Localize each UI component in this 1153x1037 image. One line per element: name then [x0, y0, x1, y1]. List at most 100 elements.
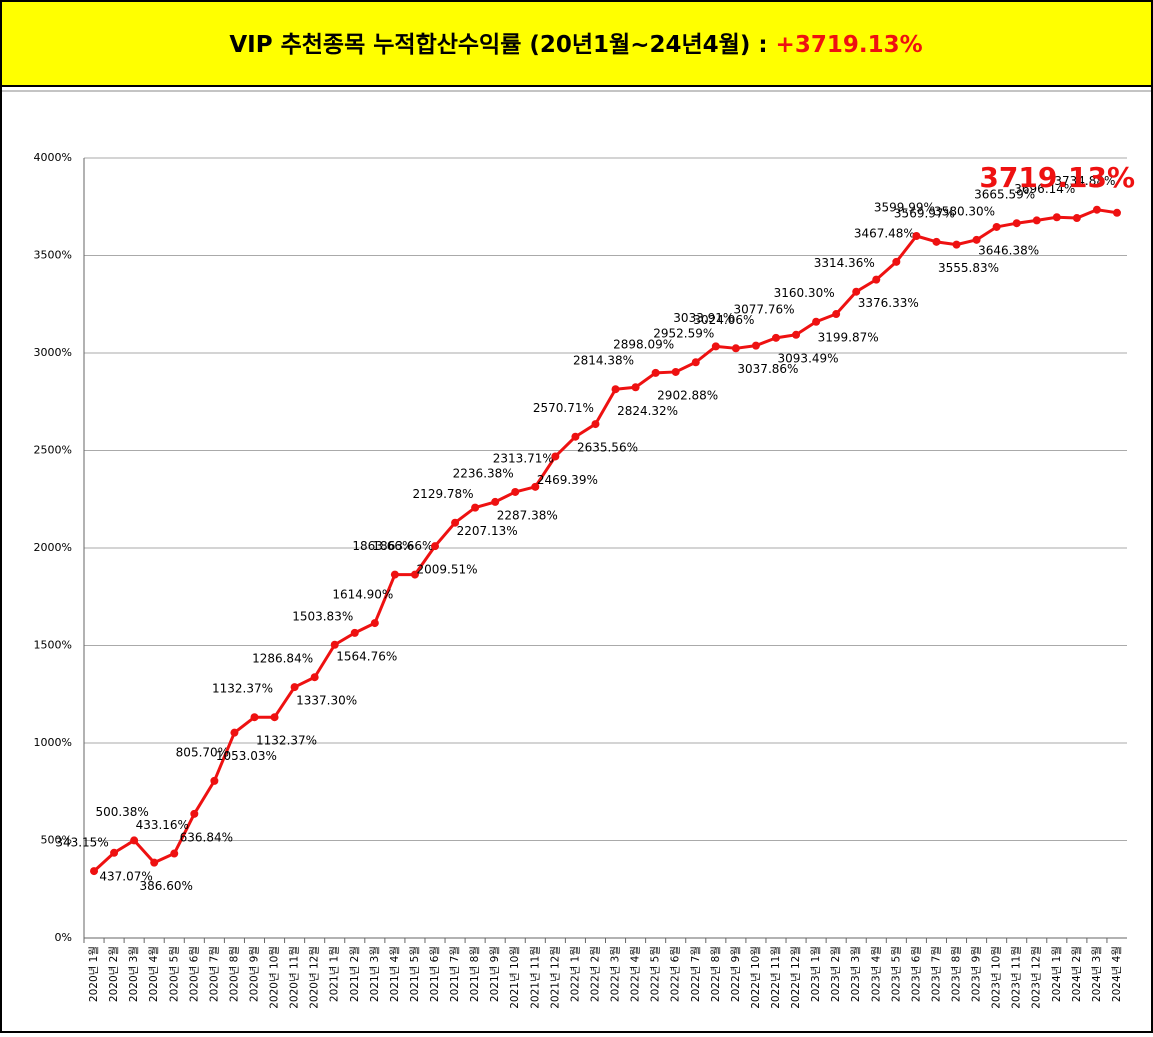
point — [1072, 214, 1081, 223]
value-label: 2207.13% — [457, 524, 518, 538]
y-tick-label: 3000% — [34, 346, 72, 359]
value-label: 3376.33% — [858, 296, 919, 310]
point — [691, 358, 700, 367]
value-label: 386.60% — [140, 879, 193, 893]
value-label: 3555.83% — [938, 261, 999, 275]
value-label: 1503.83% — [292, 609, 353, 623]
point — [731, 344, 740, 353]
value-label: 3646.38% — [978, 243, 1039, 257]
point — [410, 570, 419, 579]
point — [390, 570, 399, 579]
point — [872, 275, 881, 284]
point — [912, 232, 921, 241]
value-label: 3734.88% — [1054, 174, 1115, 188]
value-label: 1132.37% — [212, 682, 273, 696]
value-label: 636.84% — [180, 830, 233, 844]
x-tick-label: 2022년 7월 — [690, 946, 702, 1002]
value-label: 805.70% — [176, 745, 229, 759]
point — [932, 237, 941, 246]
value-label: 2009.51% — [416, 563, 477, 577]
value-label: 2898.09% — [613, 337, 674, 351]
point — [711, 342, 720, 351]
point — [110, 848, 119, 857]
y-tick-label: 1000% — [34, 736, 72, 749]
x-tick-label: 2023년 11월 — [1011, 946, 1023, 1009]
point — [310, 673, 319, 682]
value-label: 1614.90% — [332, 588, 393, 602]
value-label: 2824.32% — [617, 404, 678, 418]
value-label: 343.15% — [55, 836, 108, 850]
value-label: 3314.36% — [814, 256, 875, 270]
value-label: 1863.66% — [352, 539, 413, 553]
value-label: 3199.87% — [818, 331, 879, 345]
x-tick-label: 2021년 3월 — [369, 946, 381, 1002]
x-tick-label: 2023년 10월 — [991, 946, 1003, 1009]
value-label: 3024.06% — [693, 313, 754, 327]
x-tick-label: 2022년 11월 — [770, 946, 782, 1009]
value-label: 2129.78% — [413, 487, 474, 501]
point — [1012, 219, 1021, 228]
point — [611, 385, 620, 394]
value-label: 437.07% — [99, 869, 152, 883]
x-tick-label: 2021년 4월 — [389, 946, 401, 1002]
x-tick-label: 2023년 9월 — [971, 946, 983, 1002]
value-label: 1337.30% — [296, 694, 357, 708]
x-tick-label: 2023년 2월 — [830, 946, 842, 1002]
point — [230, 728, 239, 737]
value-label: 3599.99% — [874, 201, 935, 215]
x-tick-label: 2020년 8월 — [228, 946, 240, 1002]
x-tick-label: 2021년 9월 — [489, 946, 501, 1002]
y-tick-label: 3500% — [34, 249, 72, 262]
y-tick-label: 0% — [55, 931, 72, 944]
point — [812, 317, 821, 326]
point — [531, 482, 540, 491]
x-tick-label: 2020년 7월 — [208, 946, 220, 1002]
point — [130, 836, 139, 845]
value-label: 1863.66% — [372, 539, 433, 553]
value-label: 2287.38% — [497, 508, 558, 522]
value-label: 2469.39% — [537, 473, 598, 487]
value-label: 2902.88% — [657, 388, 718, 402]
value-label: 1053.03% — [216, 749, 277, 763]
x-tick-label: 2021년 5월 — [409, 946, 421, 1002]
point — [471, 503, 480, 512]
point — [551, 452, 560, 461]
point — [431, 542, 440, 551]
point — [631, 383, 640, 392]
value-label: 2313.71% — [493, 451, 554, 465]
x-tick-label: 2024년 4월 — [1111, 946, 1123, 1002]
x-tick-label: 2021년 2월 — [349, 946, 361, 1002]
value-label: 3665.59% — [974, 188, 1035, 202]
x-tick-label: 2023년 7월 — [930, 946, 942, 1002]
point — [511, 487, 520, 496]
x-tick-label: 2020년 12월 — [309, 946, 321, 1009]
point — [270, 713, 279, 722]
point — [1052, 213, 1061, 222]
value-label: 3093.49% — [778, 351, 839, 365]
x-tick-label: 2023년 12월 — [1031, 946, 1043, 1009]
title-highlight: +3719.13% — [776, 32, 923, 58]
x-tick-label: 2021년 10월 — [509, 946, 521, 1009]
point — [972, 235, 981, 244]
x-tick-label: 2021년 8월 — [469, 946, 481, 1002]
x-tick-label: 2020년 3월 — [128, 946, 140, 1002]
point — [330, 640, 339, 649]
value-label: 2236.38% — [453, 466, 514, 480]
value-label: 3037.86% — [737, 362, 798, 376]
value-label: 1286.84% — [252, 652, 313, 666]
x-tick-label: 2023년 8월 — [951, 946, 963, 1002]
x-tick-label: 2023년 3월 — [850, 946, 862, 1002]
point — [451, 518, 460, 527]
title-text: VIP 추천종목 누적합산수익률 (20년1월~24년4월) : — [229, 32, 775, 58]
y-tick-label: 2000% — [34, 541, 72, 554]
x-tick-label: 2020년 10월 — [269, 946, 281, 1009]
value-label: 2814.38% — [573, 354, 634, 368]
point — [671, 367, 680, 376]
point — [771, 333, 780, 342]
x-tick-label: 2022년 1월 — [569, 946, 581, 1002]
point — [170, 849, 179, 858]
point — [751, 341, 760, 350]
x-tick-label: 2022년 6월 — [670, 946, 682, 1002]
